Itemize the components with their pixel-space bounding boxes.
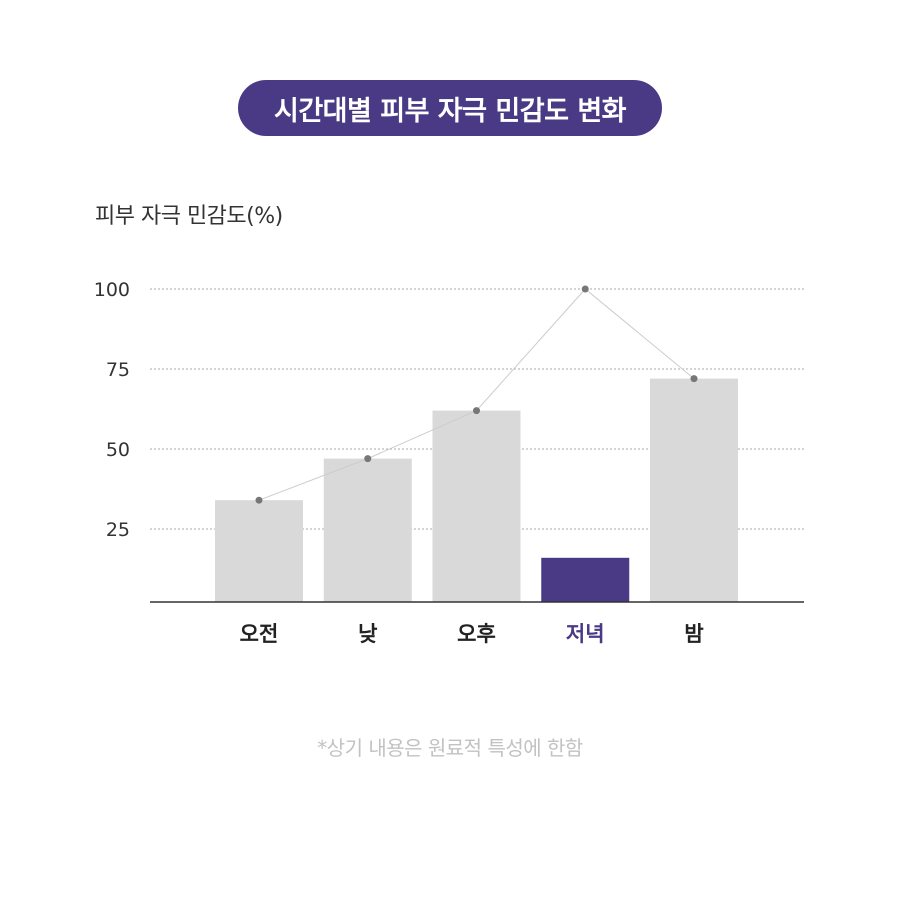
chart-title: 시간대별 피부 자극 민감도 변화 xyxy=(238,80,662,136)
bar-오전 xyxy=(215,500,303,602)
y-tick-label-50: 50 xyxy=(106,439,130,461)
x-tick-label-저녁: 저녁 xyxy=(566,622,605,646)
trend-point-저녁 xyxy=(581,285,589,293)
bar-오후 xyxy=(432,410,521,602)
trend-point-낮 xyxy=(364,455,372,463)
bar-낮 xyxy=(323,458,412,602)
bar-저녁 xyxy=(541,557,630,602)
trend-point-밤 xyxy=(690,375,698,383)
y-axis-label: 피부 자극 민감도(%) xyxy=(95,204,283,229)
trend-point-오후 xyxy=(473,407,480,415)
y-tick-label-75: 75 xyxy=(106,359,130,381)
x-tick-label-오전: 오전 xyxy=(240,622,279,646)
x-tick-label-밤: 밤 xyxy=(684,622,703,646)
trend-point-오전 xyxy=(255,496,263,504)
footnote: *상기 내용은 원료적 특성에 한함 xyxy=(317,736,583,760)
bar-밤 xyxy=(650,378,738,602)
y-tick-label-100: 100 xyxy=(94,279,130,301)
x-tick-label-낮: 낮 xyxy=(358,622,377,646)
x-tick-label-오후: 오후 xyxy=(457,622,496,646)
y-tick-label-25: 25 xyxy=(106,519,130,541)
